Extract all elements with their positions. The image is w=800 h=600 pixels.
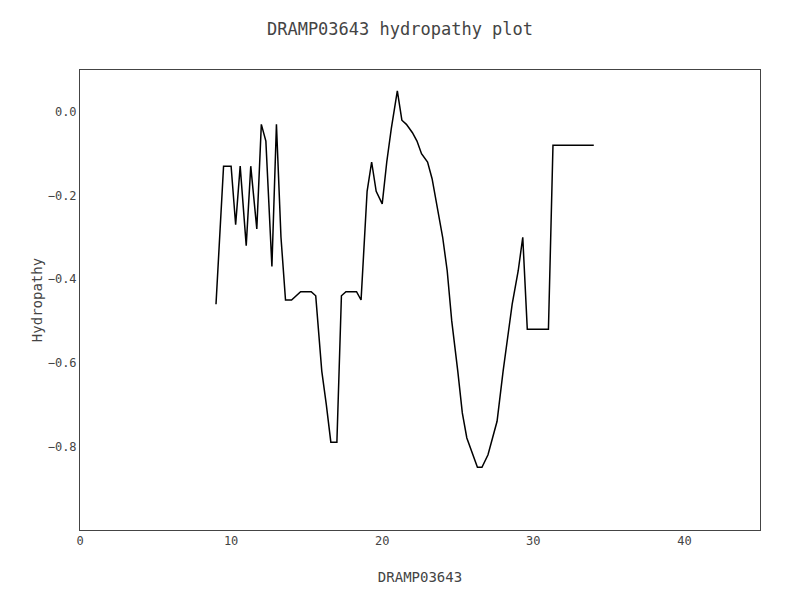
svg-text:DRAMP03643: DRAMP03643	[378, 569, 462, 585]
svg-text:Hydropathy: Hydropathy	[29, 258, 45, 342]
svg-text:0.0: 0.0	[55, 105, 77, 119]
svg-text:−0.4: −0.4	[48, 272, 77, 286]
svg-text:40: 40	[677, 534, 691, 548]
svg-text:20: 20	[375, 534, 389, 548]
svg-text:DRAMP03643 hydropathy plot: DRAMP03643 hydropathy plot	[267, 19, 533, 39]
svg-text:−0.8: −0.8	[48, 440, 77, 454]
svg-text:−0.2: −0.2	[48, 189, 77, 203]
svg-text:0: 0	[76, 534, 83, 548]
svg-text:−0.6: −0.6	[48, 356, 77, 370]
svg-text:10: 10	[224, 534, 238, 548]
svg-text:30: 30	[526, 534, 540, 548]
